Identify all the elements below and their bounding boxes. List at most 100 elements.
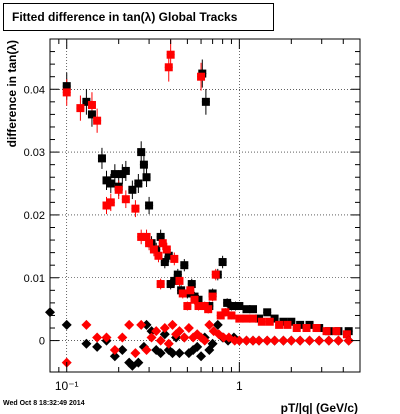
square-point: [279, 317, 288, 326]
square-point: [201, 97, 210, 106]
diamond-point: [133, 357, 144, 368]
diamond-point: [207, 338, 218, 349]
square-point: [76, 104, 85, 113]
diamond-point: [179, 332, 190, 343]
square-point: [106, 198, 115, 207]
diamond-point: [159, 329, 170, 340]
square-point: [175, 276, 184, 285]
square-point: [208, 292, 217, 301]
square-point: [128, 185, 137, 194]
y-tick-label: 0: [39, 336, 45, 348]
chart-title: Fitted difference in tan(λ) Global Track…: [3, 3, 274, 31]
diamond-point: [167, 348, 178, 359]
square-point: [158, 239, 167, 248]
diamond-point: [117, 332, 128, 343]
diamond-point: [155, 348, 166, 359]
square-point: [249, 314, 258, 323]
square-point: [263, 308, 272, 317]
square-point: [173, 270, 182, 279]
x-tick-label: 10⁻¹: [55, 379, 79, 393]
diamond-point: [323, 335, 334, 346]
diamond-point: [269, 335, 280, 346]
square-point: [322, 327, 331, 336]
square-point: [114, 185, 123, 194]
square-point: [242, 305, 251, 314]
square-point: [87, 100, 96, 109]
square-point: [62, 88, 71, 97]
square-point: [190, 295, 199, 304]
square-point: [242, 314, 251, 323]
square-point: [162, 245, 171, 254]
diamond-point: [295, 335, 306, 346]
square-point: [312, 324, 321, 333]
square-point: [156, 280, 165, 289]
y-tick-label: 0.04: [24, 84, 45, 96]
diamond-point: [81, 338, 92, 349]
timestamp-label: Wed Oct 8 18:32:49 2014: [3, 400, 85, 407]
diamond-point: [343, 335, 354, 346]
diamond-point: [278, 335, 289, 346]
square-point: [142, 232, 151, 241]
square-point: [204, 305, 213, 314]
square-point: [342, 330, 351, 339]
diamond-point: [196, 351, 207, 362]
diamond-point: [262, 335, 273, 346]
diamond-point: [167, 319, 178, 330]
diamond-point: [248, 335, 259, 346]
square-point: [110, 170, 119, 179]
diamond-point: [61, 319, 72, 330]
y-tick-label: 0.03: [24, 147, 45, 159]
diamond-point: [130, 348, 141, 359]
square-point: [211, 270, 220, 279]
square-point: [149, 245, 158, 254]
square-point: [221, 308, 230, 317]
square-point: [275, 320, 284, 329]
diamond-point: [163, 338, 174, 349]
diamond-point: [117, 345, 128, 356]
square-point: [270, 314, 279, 323]
square-point: [332, 327, 341, 336]
square-point: [166, 50, 175, 59]
square-point: [154, 251, 163, 260]
square-point: [145, 239, 154, 248]
diamond-point: [333, 335, 344, 346]
square-point: [187, 280, 196, 289]
diamond-point: [218, 332, 229, 343]
square-point: [102, 176, 111, 185]
square-point: [82, 97, 91, 106]
diamond-point: [254, 335, 265, 346]
diamond-point: [174, 348, 185, 359]
square-point: [102, 201, 111, 210]
square-point: [186, 286, 195, 295]
square-point: [164, 63, 173, 72]
square-point: [265, 317, 274, 326]
diamond-point: [124, 319, 135, 330]
square-point: [292, 324, 301, 333]
square-point: [164, 251, 173, 260]
square-point: [283, 320, 292, 329]
diamond-point: [92, 341, 103, 352]
diamond-point: [286, 335, 297, 346]
square-point: [216, 311, 225, 320]
diamond-point: [212, 319, 223, 330]
diamond-point: [146, 332, 157, 343]
square-point: [170, 276, 179, 285]
diamond-point: [174, 326, 185, 337]
square-point: [87, 110, 96, 119]
data-points: [45, 50, 354, 371]
square-point: [97, 154, 106, 163]
square-point: [235, 302, 244, 311]
diamond-point: [204, 319, 215, 330]
square-point: [183, 302, 192, 311]
diamond-point: [155, 335, 166, 346]
square-point: [106, 179, 115, 188]
diamond-point: [136, 319, 147, 330]
diamond-point: [109, 351, 120, 362]
square-point: [197, 72, 206, 81]
square-point: [235, 314, 244, 323]
square-point: [134, 179, 143, 188]
square-point: [145, 201, 154, 210]
diamond-point: [92, 332, 103, 343]
diamond-point: [141, 345, 152, 356]
diamond-point: [199, 335, 210, 346]
